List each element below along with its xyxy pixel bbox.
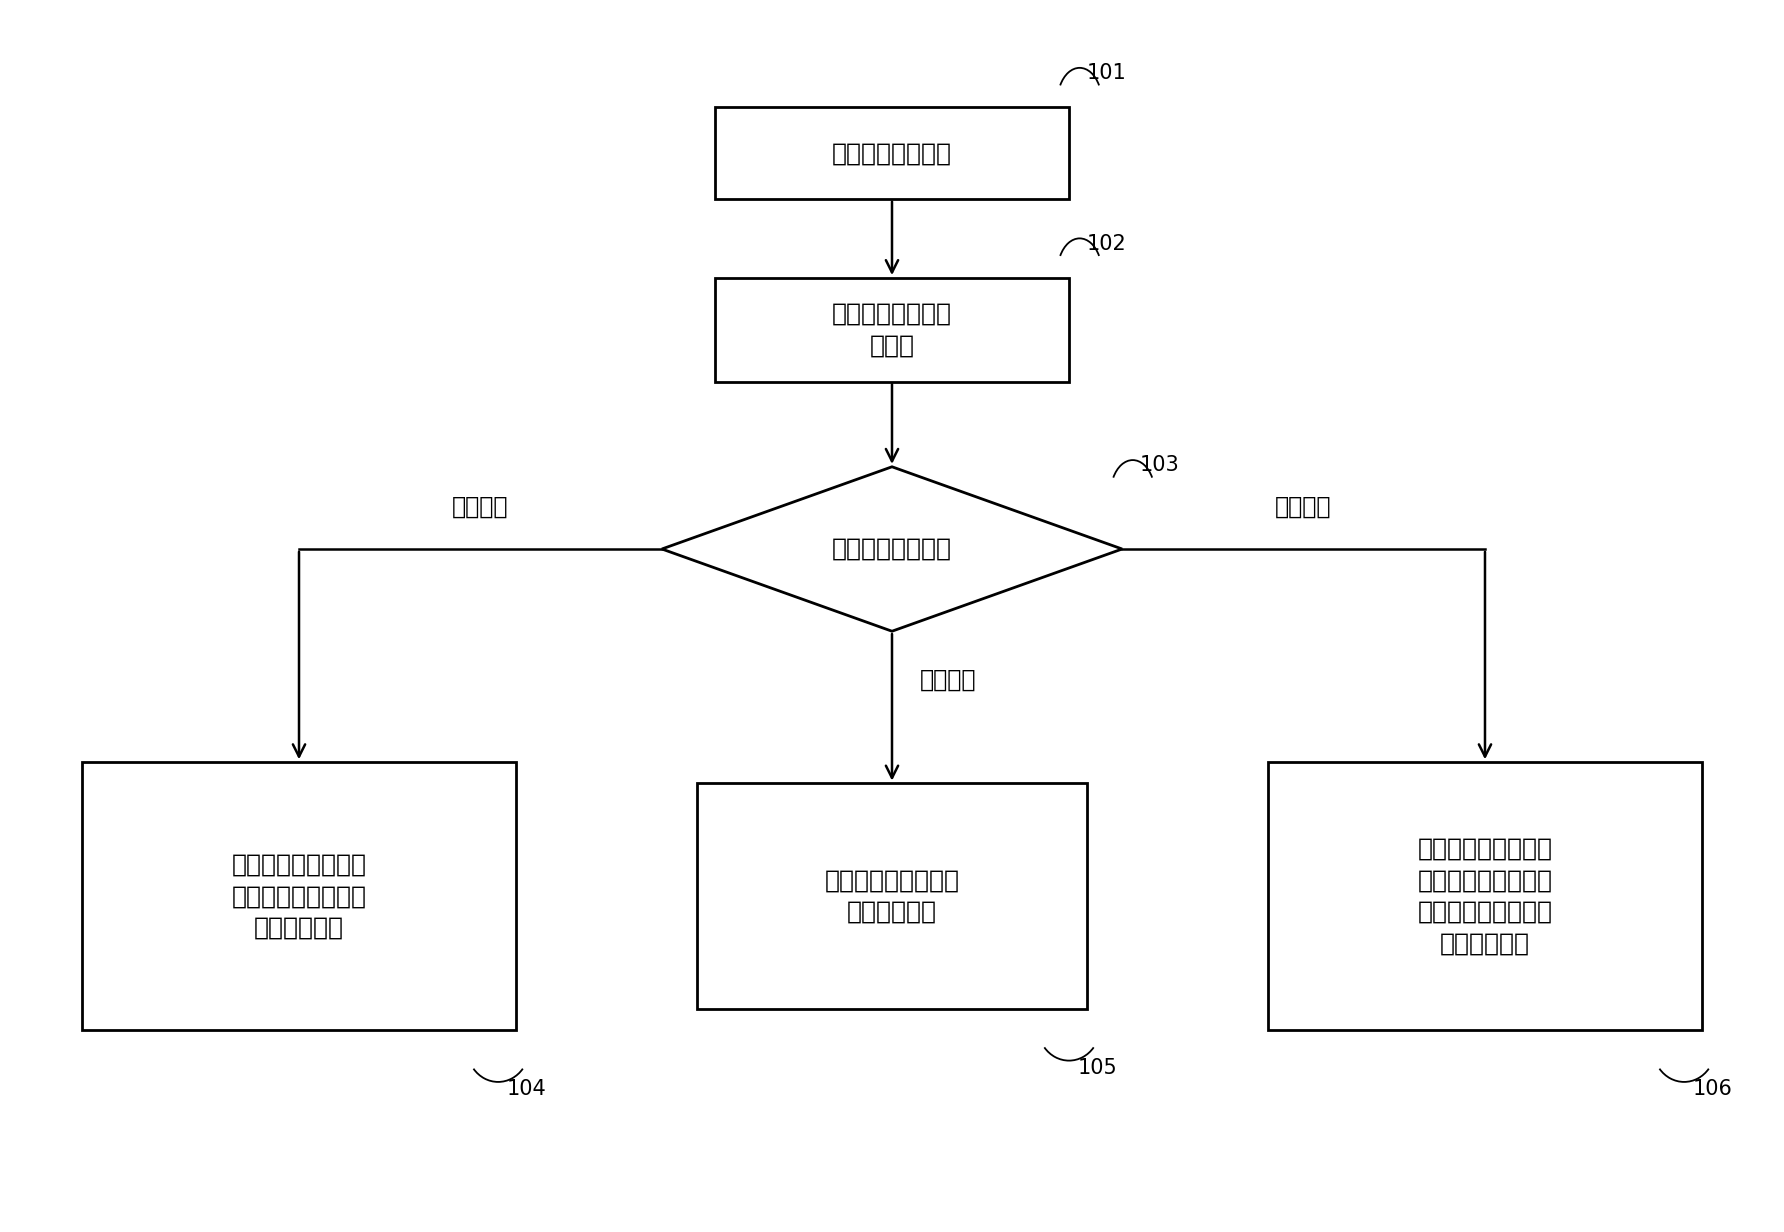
Text: 105: 105 bbox=[1078, 1057, 1117, 1078]
Text: 101: 101 bbox=[1086, 63, 1126, 83]
Text: 判断业务的优先级: 判断业务的优先级 bbox=[831, 537, 953, 561]
Text: 在保证高优先级和中
优先级业务的带宽后
，将剩余带宽资源分
配给所述业务: 在保证高优先级和中 优先级业务的带宽后 ，将剩余带宽资源分 配给所述业务 bbox=[1418, 837, 1552, 956]
Text: 104: 104 bbox=[507, 1079, 546, 1099]
Text: 高优先级: 高优先级 bbox=[451, 494, 508, 519]
FancyBboxPatch shape bbox=[698, 784, 1086, 1009]
Text: 低优先级: 低优先级 bbox=[1276, 494, 1333, 519]
Text: 按固定的轮询周期和
频率向各个终端设备
分配带宽资源: 按固定的轮询周期和 频率向各个终端设备 分配带宽资源 bbox=[232, 853, 366, 940]
Text: 中优先级: 中优先级 bbox=[921, 668, 978, 692]
FancyBboxPatch shape bbox=[82, 763, 516, 1030]
FancyBboxPatch shape bbox=[715, 278, 1069, 382]
Text: 103: 103 bbox=[1140, 456, 1179, 476]
FancyBboxPatch shape bbox=[715, 107, 1069, 198]
FancyBboxPatch shape bbox=[1268, 763, 1702, 1030]
Polygon shape bbox=[662, 467, 1122, 631]
Text: 为业务分配优先级: 为业务分配优先级 bbox=[831, 142, 953, 165]
Text: 为所述业务分配所请
求的带宽资源: 为所述业务分配所请 求的带宽资源 bbox=[824, 869, 960, 924]
Text: 106: 106 bbox=[1693, 1079, 1732, 1099]
Text: 业务请求发送到局
端设备: 业务请求发送到局 端设备 bbox=[831, 302, 953, 357]
Text: 102: 102 bbox=[1086, 234, 1126, 254]
